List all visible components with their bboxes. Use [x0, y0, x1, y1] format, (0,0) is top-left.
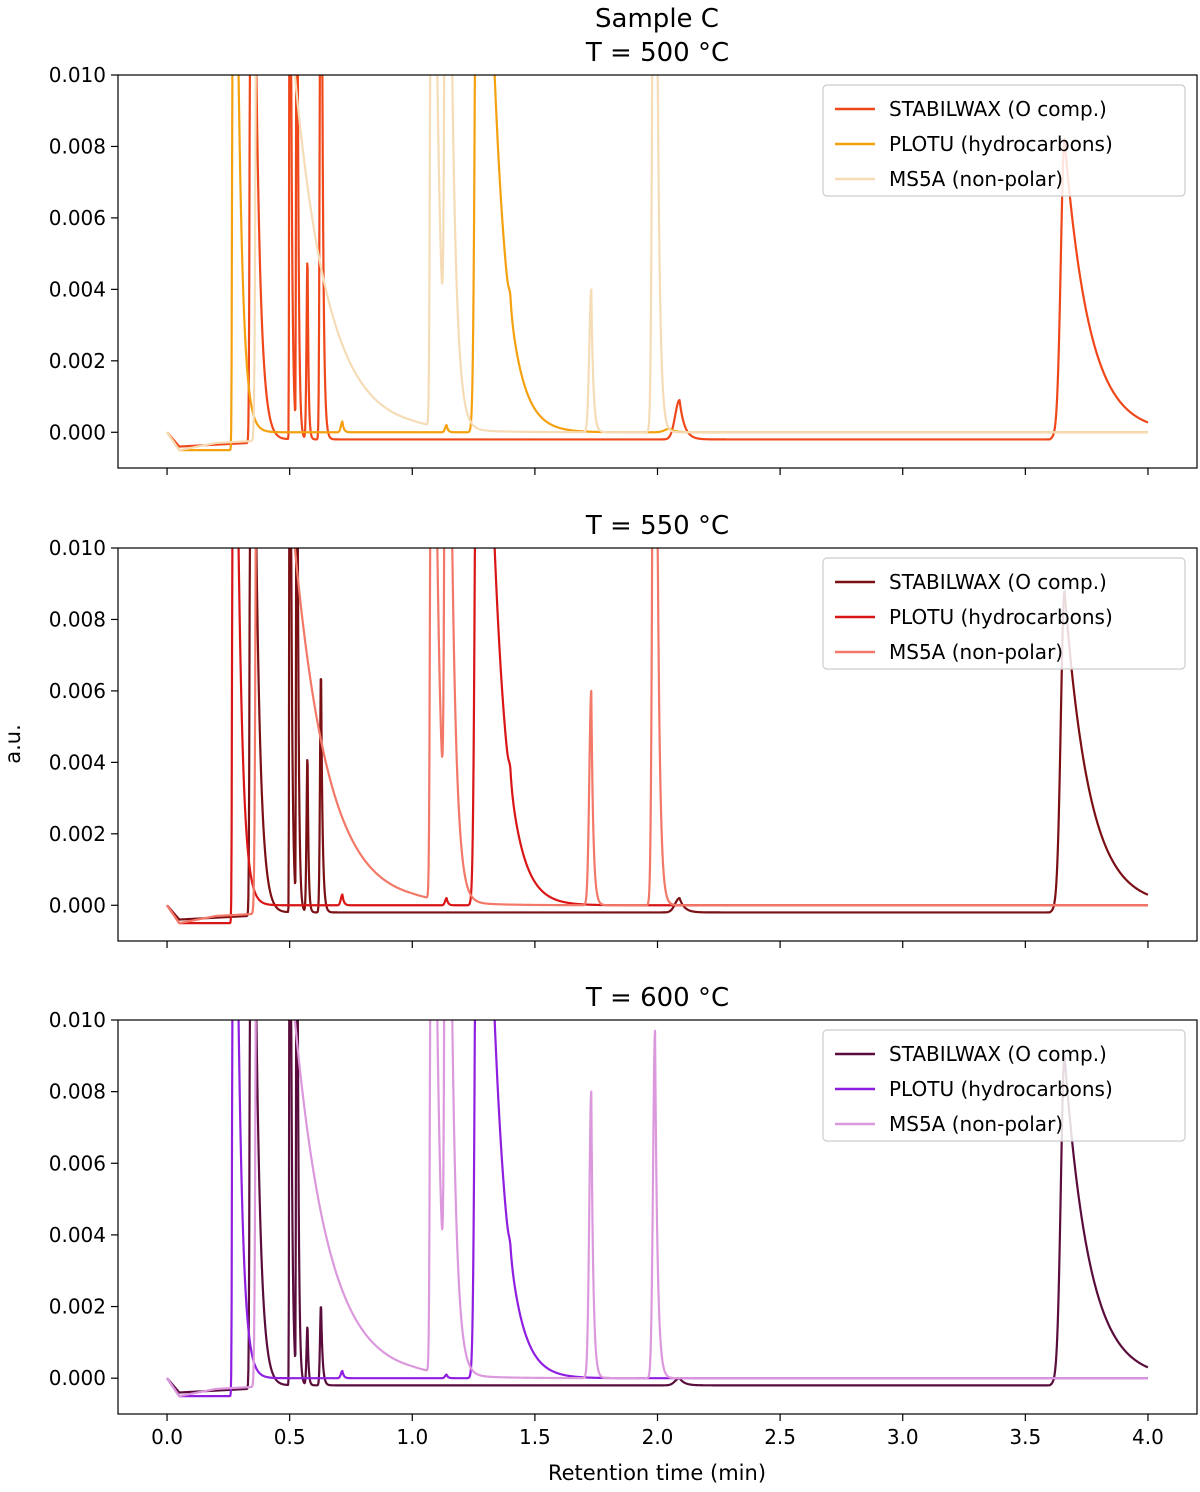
- x-tick-label: 3.0: [887, 1425, 919, 1449]
- legend: STABILWAX (O comp.) PLOTU (hydrocarbons) M…: [822, 84, 1186, 197]
- y-tick-label: 0.002: [49, 1295, 106, 1319]
- x-tick-label: 1.5: [519, 1425, 551, 1449]
- legend: STABILWAX (O comp.) PLOTU (hydrocarbons) M…: [822, 557, 1186, 670]
- legend-box: [822, 1029, 1186, 1142]
- legend-label: PLOTU (hydrocarbons): [889, 1077, 1113, 1101]
- series-line-3: [166, 75, 1149, 452]
- legend: STABILWAX (O comp.) PLOTU (hydrocarbons) M…: [822, 1029, 1186, 1142]
- series-line-1: [166, 75, 1149, 448]
- panel-title: T = 550 °C: [585, 511, 729, 541]
- legend-box: [822, 557, 1186, 670]
- y-tick-label: 0.010: [49, 63, 106, 87]
- y-tick-label: 0.004: [49, 1223, 106, 1247]
- legend-label: STABILWAX (O comp.): [889, 1042, 1107, 1066]
- chart-panel-1: T = 500 °C 0.000 0.002 0.004 0.006 0.008 0.010…: [49, 38, 1198, 475]
- y-tick-label: 0.002: [49, 349, 106, 373]
- chart-panel-2: T = 550 °C 0.000 0.002 0.004 0.006 0.008 0.010…: [49, 511, 1198, 948]
- legend-label: MS5A (non-polar): [889, 167, 1063, 191]
- y-tick-label: 0.010: [49, 536, 106, 560]
- legend-label: PLOTU (hydrocarbons): [889, 605, 1113, 629]
- panel-title: T = 500 °C: [585, 38, 729, 68]
- y-tick-label: 0.000: [49, 420, 106, 444]
- x-tick-label: 3.5: [1009, 1425, 1041, 1449]
- y-tick-label: 0.008: [49, 607, 106, 631]
- y-axis-label: a.u.: [1, 724, 25, 764]
- y-tick-label: 0.010: [49, 1008, 106, 1032]
- x-tick-label: 2.5: [764, 1425, 796, 1449]
- legend-box: [822, 84, 1186, 197]
- legend-label: STABILWAX (O comp.): [889, 570, 1107, 594]
- legend-label: MS5A (non-polar): [889, 640, 1063, 664]
- x-tick-label: 1.0: [396, 1425, 428, 1449]
- y-tick-label: 0.006: [49, 1151, 106, 1175]
- y-tick-label: 0.004: [49, 750, 106, 774]
- figure-title: Sample C: [595, 4, 719, 34]
- x-axis-label: Retention time (min): [548, 1461, 766, 1485]
- y-tick-label: 0.000: [49, 893, 106, 917]
- series-line-3: [166, 1020, 1149, 1398]
- legend-label: MS5A (non-polar): [889, 1112, 1063, 1136]
- panels: T = 500 °C 0.000 0.002 0.004 0.006 0.008 0.010…: [49, 38, 1198, 1449]
- y-tick-label: 0.000: [49, 1366, 106, 1390]
- y-tick-label: 0.002: [49, 822, 106, 846]
- series-line-1: [166, 1020, 1149, 1394]
- y-tick-label: 0.004: [49, 277, 106, 301]
- x-tick-label: 4.0: [1132, 1425, 1164, 1449]
- y-tick-label: 0.008: [49, 134, 106, 158]
- y-tick-label: 0.008: [49, 1080, 106, 1104]
- plot-area: [166, 1020, 1149, 1398]
- plot-area: [166, 75, 1149, 452]
- y-tick-label: 0.006: [49, 679, 106, 703]
- legend-label: STABILWAX (O comp.): [889, 97, 1107, 121]
- series-line-1: [166, 548, 1149, 921]
- chart-panel-3: T = 600 °C 0.000 0.002 0.004 0.006 0.008 0.010…: [49, 983, 1198, 1449]
- plot-area: [166, 548, 1149, 925]
- series-line-3: [166, 548, 1149, 925]
- legend-label: PLOTU (hydrocarbons): [889, 132, 1113, 156]
- x-tick-label: 0.5: [274, 1425, 306, 1449]
- x-tick-label: 0.0: [151, 1425, 183, 1449]
- y-tick-label: 0.006: [49, 206, 106, 230]
- x-tick-label: 2.0: [642, 1425, 674, 1449]
- panel-title: T = 600 °C: [585, 983, 729, 1013]
